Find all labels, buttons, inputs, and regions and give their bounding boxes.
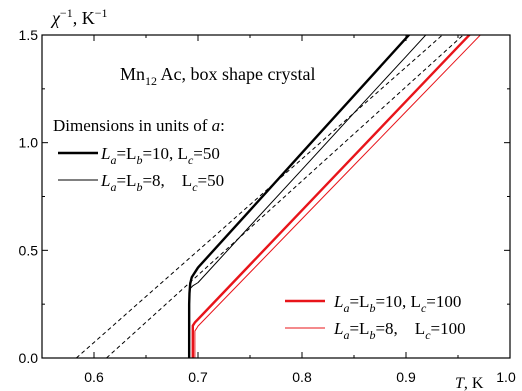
series-line-2: [191, 35, 472, 358]
x-tick-label: 0.6: [84, 369, 104, 385]
dashed-line-1: [106, 35, 464, 358]
svg-text:La=Lb=8, Lc=100: La=Lb=8, Lc=100: [333, 319, 466, 342]
x-tick-label: 0.7: [188, 369, 208, 385]
legend-entry-black-thin: La=Lb=8, Lc=50: [58, 171, 224, 194]
series-line-1: [188, 35, 427, 358]
svg-text:La=Lb=10, Lc=50: La=Lb=10, Lc=50: [100, 144, 220, 167]
svg-text:La=Lb=8, Lc=50: La=Lb=8, Lc=50: [100, 171, 224, 194]
x-axis-label: T, K: [455, 375, 484, 391]
x-tick-label: 0.8: [292, 369, 312, 385]
legend-entry-red-thick: La=Lb=10, Lc=100: [285, 292, 461, 315]
y-tick-label: 0.0: [19, 350, 39, 366]
chart-title: Mn12 Ac, box shape crystal: [120, 64, 315, 88]
y-tick-label: 0.5: [19, 242, 39, 258]
legend-header: Dimensions in units of a:: [53, 116, 225, 135]
x-tick-label: 0.9: [396, 369, 416, 385]
legend-entry-black-thick: La=Lb=10, Lc=50: [58, 144, 220, 167]
y-tick-label: 1.5: [19, 27, 39, 43]
y-axis-label: χ−1, K−1: [50, 6, 107, 28]
axis-ticks: 0.6 0.7 0.8 0.9 1.0 0.0 0.5 1.0 1.5: [19, 27, 516, 385]
dashed-line-0: [75, 35, 443, 358]
svg-text:La=Lb=10, Lc=100: La=Lb=10, Lc=100: [333, 292, 461, 315]
y-tick-label: 1.0: [19, 135, 39, 151]
x-tick-label: 1.0: [496, 369, 516, 385]
data-series: [187, 35, 482, 358]
dashed-extrapolations: [75, 35, 464, 358]
series-line-3: [194, 35, 482, 358]
legend-entry-red-thin: La=Lb=8, Lc=100: [285, 319, 466, 342]
